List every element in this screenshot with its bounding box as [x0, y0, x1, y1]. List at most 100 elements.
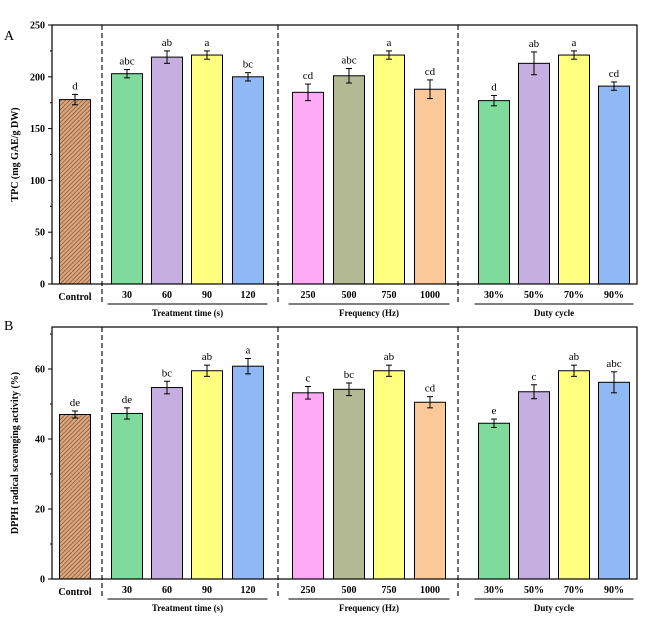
- bar-Control: [59, 99, 91, 285]
- significance-letter: cd: [425, 383, 436, 395]
- y-tick-label: 150: [30, 124, 45, 135]
- significance-letter: ab: [529, 38, 540, 50]
- x-tick-label: 120: [241, 290, 256, 301]
- x-tick-label: 750: [382, 585, 397, 596]
- panel-b-chart: B DPPH radical scavenging activity (%) de d…: [4, 319, 638, 613]
- panel-letter: B: [4, 319, 13, 334]
- x-tick-label: 30%: [484, 290, 504, 301]
- y-tick-label: 100: [30, 176, 45, 187]
- bar-1000: [414, 88, 446, 285]
- y-tick-label: 20: [35, 505, 45, 516]
- x-tick-label: 500: [342, 585, 357, 596]
- x-tick-label: 250: [301, 290, 316, 301]
- y-tick-label: 250: [30, 21, 45, 32]
- bar-250: [292, 91, 324, 285]
- y-tick-label: 40: [35, 435, 45, 446]
- x-tick-label: 750: [382, 290, 397, 301]
- significance-letter: c: [306, 373, 311, 385]
- x-tick-label: 50%: [524, 290, 544, 301]
- y-tick-label: 200: [30, 72, 45, 83]
- x-tick-label: 120: [241, 585, 256, 596]
- significance-letter: a: [205, 37, 210, 49]
- bar-60: [151, 387, 183, 580]
- x-tick-label: 90: [202, 585, 212, 596]
- significance-letter: abc: [119, 56, 134, 68]
- bar-30: [111, 412, 143, 580]
- bar-70%: [558, 370, 590, 580]
- y-tick-label: 50: [35, 228, 45, 239]
- significance-letter: d: [72, 80, 78, 92]
- bar-50%: [518, 391, 550, 580]
- bar-90%: [598, 85, 630, 285]
- control-label: Control: [58, 587, 91, 598]
- y-tick-label: 60: [35, 365, 45, 376]
- significance-letter: ab: [202, 351, 213, 363]
- x-tick-label: 250: [301, 585, 316, 596]
- panel-a-chart: A TPC (mg GAE/g DW) d abc 30 ab 60 a 90 bc 120 cd 25…: [4, 21, 638, 318]
- bar-50%: [518, 62, 550, 285]
- bar-90%: [598, 381, 630, 580]
- x-tick-label: 60: [162, 290, 172, 301]
- bar-120: [232, 365, 264, 580]
- significance-letter: d: [491, 81, 497, 93]
- group-label: Treatment time (s): [152, 308, 223, 318]
- bar-500: [333, 75, 365, 285]
- plot-frame: [51, 326, 638, 580]
- significance-letter: ab: [162, 37, 173, 49]
- y-tick-label: 0: [40, 575, 45, 586]
- significance-letter: abc: [341, 55, 356, 67]
- significance-letter: de: [70, 397, 81, 409]
- significance-letter: cd: [425, 66, 436, 78]
- significance-letter: bc: [344, 369, 355, 381]
- x-tick-label: 1000: [420, 585, 440, 596]
- significance-letter: cd: [303, 70, 314, 82]
- bar-30%: [478, 422, 510, 580]
- significance-letter: c: [532, 371, 537, 383]
- significance-letter: e: [492, 405, 497, 417]
- x-tick-label: 500: [342, 290, 357, 301]
- bar-1000: [414, 401, 446, 580]
- panel-letter: A: [4, 29, 15, 44]
- significance-letter: bc: [162, 367, 173, 379]
- bar-90: [191, 54, 223, 285]
- bar-750: [373, 54, 405, 285]
- bar-30%: [478, 100, 510, 285]
- bar-500: [333, 388, 365, 580]
- significance-letter: de: [122, 394, 133, 406]
- group-label: Frequency (Hz): [339, 308, 399, 318]
- bar-90: [191, 370, 223, 580]
- group-label: Duty cycle: [534, 603, 574, 613]
- y-axis-label: TPC (mg GAE/g DW): [10, 107, 21, 201]
- bar-30: [111, 73, 143, 285]
- significance-letter: ab: [384, 351, 395, 363]
- bar-120: [232, 76, 264, 285]
- significance-letter: a: [387, 37, 392, 49]
- x-tick-label: 30: [122, 585, 132, 596]
- y-axis-label: DPPH radical scavenging activity (%): [10, 372, 21, 534]
- x-tick-label: 1000: [420, 290, 440, 301]
- bar-60: [151, 56, 183, 285]
- x-tick-label: 90%: [604, 290, 624, 301]
- bar-250: [292, 392, 324, 580]
- x-tick-label: 30: [122, 290, 132, 301]
- x-tick-label: 70%: [564, 290, 584, 301]
- bar-750: [373, 370, 405, 580]
- significance-letter: bc: [243, 59, 254, 71]
- bar-Control: [59, 414, 91, 580]
- significance-letter: abc: [606, 358, 621, 370]
- significance-letter: ab: [569, 351, 580, 363]
- significance-letter: a: [572, 37, 577, 49]
- x-tick-label: 70%: [564, 585, 584, 596]
- bar-70%: [558, 54, 590, 285]
- significance-letter: a: [246, 345, 251, 357]
- x-tick-label: 60: [162, 585, 172, 596]
- x-tick-label: 90%: [604, 585, 624, 596]
- x-tick-label: 50%: [524, 585, 544, 596]
- control-label: Control: [58, 292, 91, 303]
- y-tick-label: 0: [40, 280, 45, 291]
- x-tick-label: 90: [202, 290, 212, 301]
- group-label: Treatment time (s): [152, 603, 223, 613]
- group-label: Frequency (Hz): [339, 603, 399, 613]
- significance-letter: cd: [609, 68, 620, 80]
